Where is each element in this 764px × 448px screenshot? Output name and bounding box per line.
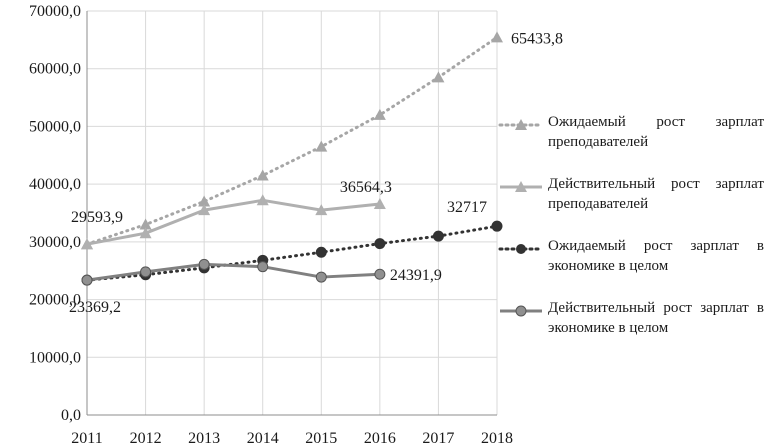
legend: Ожидаемый рост зарплат преподавателей Де… [498,112,764,360]
x-tick-label: 2012 [130,430,162,447]
data-point-triangle [139,227,152,239]
y-tick-label: 20000,0 [29,292,81,309]
data-label: 65433,8 [511,30,563,47]
data-point-circle [81,274,93,286]
legend-symbol-dotted-triangle [498,119,544,130]
legend-label: Действительный рост зарплат преподавател… [548,176,764,212]
legend-item-actual-economy: Действительный рост зарплат в экономике … [498,298,764,360]
data-labels: 65433,8 36564,3 29593,9 32717 24391,9 23369,2 [69,30,563,316]
x-tick-label: 2017 [422,430,454,447]
legend-symbol-solid-circle [500,305,542,317]
data-point-triangle [198,195,211,207]
y-axis-ticks: 0,0 10000,0 20000,0 30000,0 40000,0 50000,0 60… [29,3,81,424]
y-tick-label: 10000,0 [29,349,81,366]
data-point-triangle [432,71,445,83]
series-line-4 [85,262,382,282]
legend-label: Ожидаемый рост зарплат в экономике в цел… [548,238,764,274]
data-point-circle [140,266,152,278]
legend-label: Ожидаемый рост зарплат преподавателей [548,114,764,150]
legend-item-actual-teachers: Действительный рост зарплат преподавател… [498,174,764,236]
data-point-circle [315,271,327,283]
data-point-triangle [491,31,503,43]
data-label: 23369,2 [69,299,121,316]
y-tick-label: 60000,0 [29,61,81,78]
data-label: 29593,9 [71,209,123,226]
data-point-circle [491,220,503,232]
data-point-circle [432,230,444,242]
series-line-3 [85,224,499,282]
series-lines [85,35,499,282]
legend-symbol-dotted-circle [498,244,544,254]
data-label: 24391,9 [390,267,442,284]
data-label: 32717 [447,199,487,216]
data-point-triangle [198,204,211,216]
data-point-triangle [315,140,328,152]
y-tick-label: 0,0 [61,407,81,424]
data-point-triangle [256,194,269,206]
y-tick-label: 30000,0 [29,234,81,251]
x-tick-label: 2018 [481,430,513,447]
y-tick-label: 50000,0 [29,118,81,135]
y-tick-label: 70000,0 [29,3,81,20]
data-point-triangle [81,238,93,250]
x-tick-label: 2016 [364,430,396,447]
data-point-triangle [315,204,328,216]
series-markers [81,31,503,286]
x-axis-ticks: 2011 2012 2013 2014 2015 2016 2017 2018 [71,430,513,447]
x-tick-label: 2014 [247,430,279,447]
legend-symbol-solid-triangle [500,181,542,192]
legend-item-expected-teachers: Ожидаемый рост зарплат преподавателей [498,112,764,174]
gridlines [86,10,498,416]
data-point-triangle [373,108,386,120]
data-point-triangle [373,197,386,209]
x-tick-label: 2013 [188,430,220,447]
y-tick-label: 40000,0 [29,176,81,193]
data-point-circle [374,238,386,250]
x-tick-label: 2015 [305,430,337,447]
axes [86,11,497,416]
x-tick-label: 2011 [71,430,102,447]
data-point-circle [257,261,269,273]
data-point-triangle [139,218,152,230]
legend-label: Действительный рост зарплат в экономике … [548,300,764,336]
legend-item-expected-economy: Ожидаемый рост зарплат в экономике в цел… [498,236,764,298]
data-point-circle [374,268,386,280]
data-point-circle [198,258,210,270]
data-point-circle [315,246,327,258]
data-point-triangle [256,169,269,181]
series-line-1 [85,35,499,246]
data-label: 36564,3 [340,179,392,196]
series-line-2 [85,198,382,246]
